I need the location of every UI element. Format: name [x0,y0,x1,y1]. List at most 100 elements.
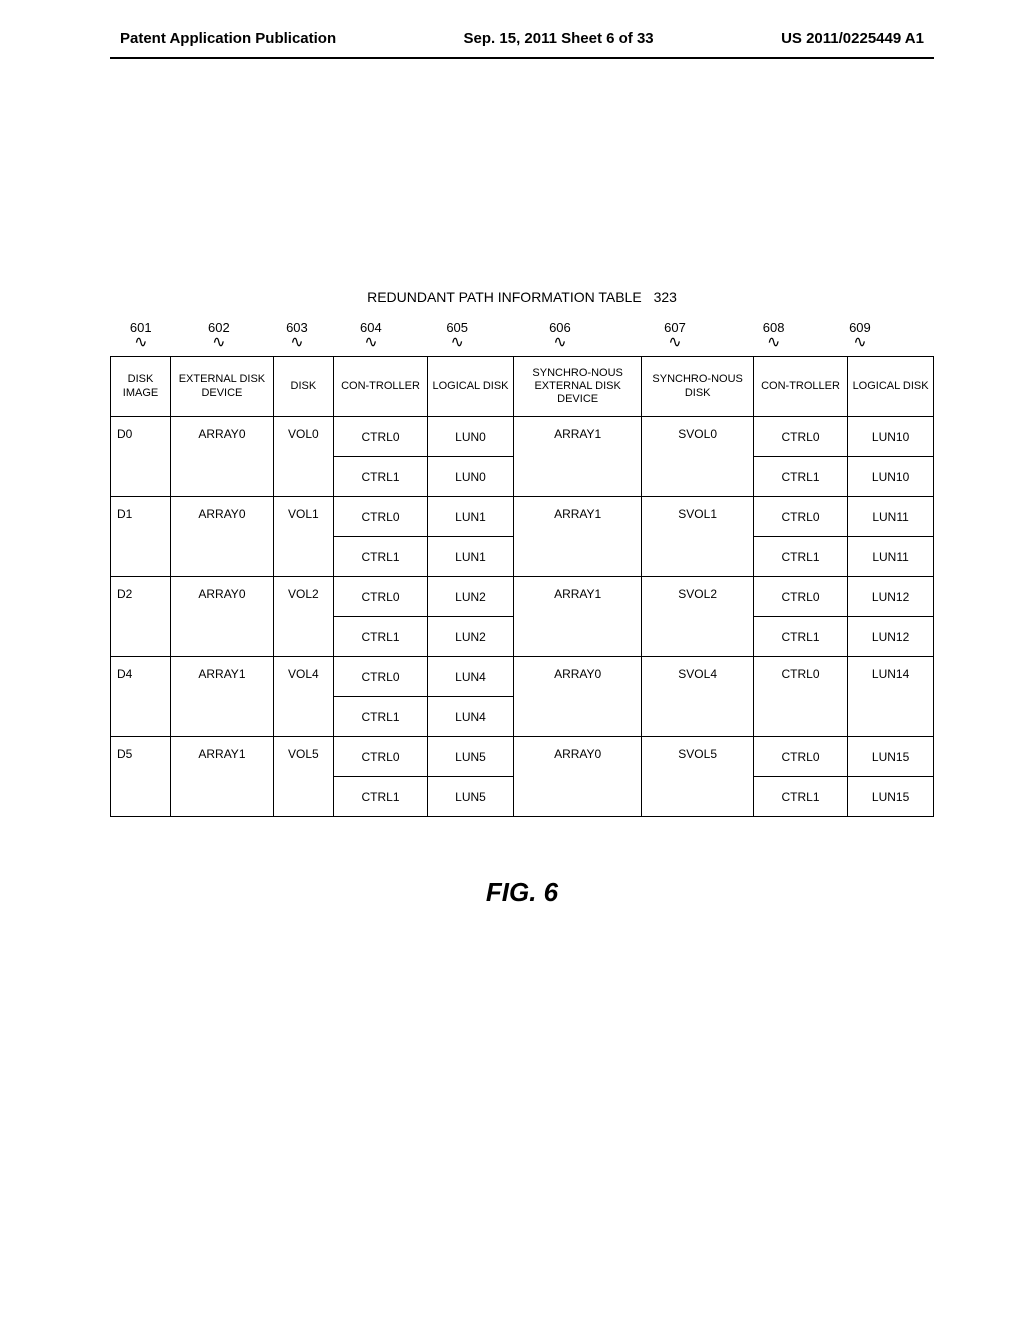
table-cell: ARRAY0 [513,657,642,737]
table-cell: VOL0 [273,417,333,497]
table-header-row: DISK IMAGEEXTERNAL DISK DEVICEDISKCON-TR… [111,357,934,417]
table-cell: ARRAY1 [513,417,642,497]
table-header-cell: EXTERNAL DISK DEVICE [171,357,274,417]
table-header-cell: DISK [273,357,333,417]
table-cell: LUN15 [848,737,934,777]
table-cell: CTRL1 [333,617,427,657]
table-cell: SVOL2 [642,577,753,657]
table-cell: CTRL1 [333,537,427,577]
col-ref-number: 602 [170,320,269,335]
table-cell: ARRAY0 [171,417,274,497]
table-cell: CTRL1 [333,457,427,497]
table-cell: LUN5 [428,777,514,817]
col-ref-number: 609 [819,320,901,335]
table-cell: D0 [111,417,171,497]
table-cell: D1 [111,497,171,577]
table-row: D5ARRAY1VOL5CTRL0LUN5ARRAY0SVOL5CTRL0LUN… [111,737,934,777]
table-cell: CTRL0 [333,577,427,617]
redundant-path-table: DISK IMAGEEXTERNAL DISK DEVICEDISKCON-TR… [110,356,934,817]
table-cell: CTRL0 [753,577,847,617]
table-cell: CTRL0 [333,657,427,697]
table-cell: CTRL1 [753,537,847,577]
col-ref-number: 604 [326,320,416,335]
table-cell: ARRAY0 [171,577,274,657]
table-row: D0ARRAY0VOL0CTRL0LUN0ARRAY1SVOL0CTRL0LUN… [111,417,934,457]
col-ref-606: 606∿ [498,320,621,351]
table-cell: CTRL0 [753,657,847,737]
table-title-text: REDUNDANT PATH INFORMATION TABLE [367,289,642,305]
table-cell: LUN5 [428,737,514,777]
table-cell: D5 [111,737,171,817]
table-cell: SVOL5 [642,737,753,817]
table-cell: LUN15 [848,777,934,817]
table-cell: CTRL0 [753,737,847,777]
table-cell: VOL5 [273,737,333,817]
squiggle-icon: ∿ [767,335,780,351]
header-left: Patent Application Publication [120,30,336,47]
table-cell: SVOL0 [642,417,753,497]
table-cell: ARRAY1 [513,577,642,657]
table-cell: LUN14 [848,657,934,737]
table-header-cell: LOGICAL DISK [848,357,934,417]
squiggle-icon: ∿ [668,335,681,351]
table-row: D4ARRAY1VOL4CTRL0LUN4ARRAY0SVOL4CTRL0LUN… [111,657,934,697]
table-cell: CTRL0 [753,497,847,537]
table-header-cell: SYNCHRO-NOUS EXTERNAL DISK DEVICE [513,357,642,417]
table-row: D1ARRAY0VOL1CTRL0LUN1ARRAY1SVOL1CTRL0LUN… [111,497,934,537]
header-right: US 2011/0225449 A1 [781,30,924,47]
table-cell: CTRL1 [753,617,847,657]
table-cell: LUN11 [848,497,934,537]
header-center: Sep. 15, 2011 Sheet 6 of 33 [464,30,654,47]
table-cell: D2 [111,577,171,657]
figure-label: FIG. 6 [110,877,934,908]
table-cell: VOL2 [273,577,333,657]
table-cell: ARRAY1 [171,657,274,737]
table-cell: D4 [111,657,171,737]
col-ref-604: 604∿ [326,320,416,351]
table-title-number: 323 [654,289,677,305]
table-cell: LUN4 [428,657,514,697]
table-cell: ARRAY1 [513,497,642,577]
table-cell: CTRL1 [333,777,427,817]
col-ref-number: 603 [268,320,326,335]
table-cell: LUN1 [428,497,514,537]
col-ref-603: 603∿ [268,320,326,351]
col-ref-number: 606 [498,320,621,335]
table-title: REDUNDANT PATH INFORMATION TABLE 323 [110,289,934,305]
col-ref-number: 608 [728,320,818,335]
table-cell: LUN10 [848,457,934,497]
table-cell: LUN2 [428,577,514,617]
col-ref-number: 601 [112,320,170,335]
table-cell: LUN10 [848,417,934,457]
squiggle-icon: ∿ [553,335,566,351]
table-header-cell: CON-TROLLER [333,357,427,417]
table-row: D2ARRAY0VOL2CTRL0LUN2ARRAY1SVOL2CTRL0LUN… [111,577,934,617]
squiggle-icon: ∿ [212,335,225,351]
squiggle-icon: ∿ [134,335,147,351]
table-cell: LUN0 [428,457,514,497]
table-cell: VOL4 [273,657,333,737]
squiggle-icon: ∿ [290,335,303,351]
table-cell: CTRL0 [333,737,427,777]
table-cell: SVOL4 [642,657,753,737]
col-ref-605: 605∿ [416,320,498,351]
column-references: 601∿602∿603∿604∿605∿606∿607∿608∿609∿ [110,320,934,351]
table-cell: SVOL1 [642,497,753,577]
table-cell: CTRL1 [333,697,427,737]
col-ref-607: 607∿ [622,320,729,351]
table-cell: CTRL0 [333,497,427,537]
table-cell: LUN12 [848,617,934,657]
table-cell: LUN4 [428,697,514,737]
col-ref-number: 605 [416,320,498,335]
table-cell: CTRL0 [753,417,847,457]
table-cell: CTRL0 [333,417,427,457]
col-ref-number: 607 [622,320,729,335]
table-cell: ARRAY0 [513,737,642,817]
content-area: REDUNDANT PATH INFORMATION TABLE 323 601… [0,59,1024,908]
table-cell: LUN12 [848,577,934,617]
table-cell: ARRAY1 [171,737,274,817]
table-header-cell: LOGICAL DISK [428,357,514,417]
col-ref-601: 601∿ [112,320,170,351]
squiggle-icon: ∿ [853,335,866,351]
table-cell: LUN11 [848,537,934,577]
